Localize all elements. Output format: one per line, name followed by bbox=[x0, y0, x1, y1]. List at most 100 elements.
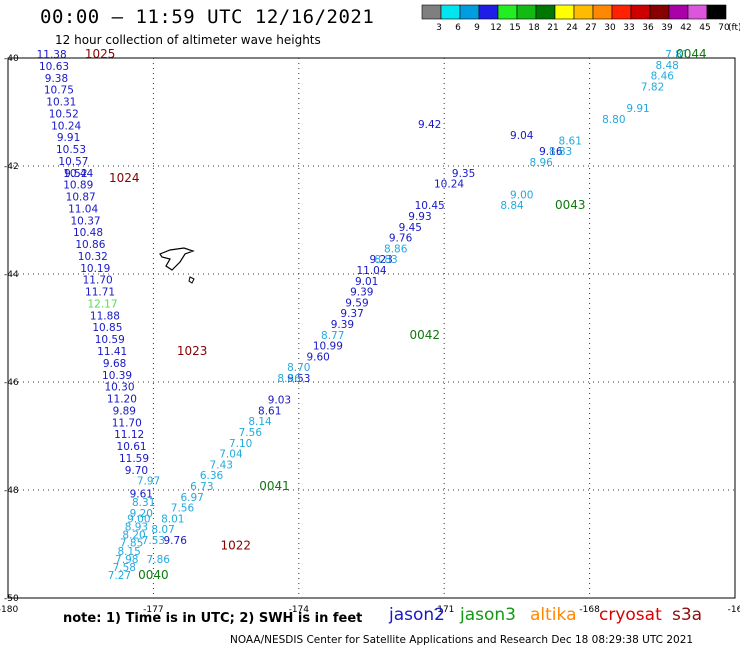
x-tick-label: -16 bbox=[728, 605, 740, 615]
wave-height-label: 8.14 bbox=[248, 416, 272, 428]
coastline-islet bbox=[188, 276, 195, 284]
wave-height-label: 11.04 bbox=[356, 265, 386, 277]
wave-height-label: 11.12 bbox=[114, 429, 144, 441]
wave-height-label: 9.00 bbox=[127, 513, 150, 525]
pressure-time-annotation: 1024 bbox=[109, 171, 140, 185]
y-tick-label: -48 bbox=[4, 486, 19, 496]
credit-line: NOAA/NESDIS Center for Satellite Applica… bbox=[230, 634, 694, 646]
wave-height-label: 8.61 bbox=[258, 405, 281, 417]
wave-height-label: 6.73 bbox=[190, 481, 213, 493]
wave-height-label: 11.20 bbox=[107, 394, 137, 406]
colorbar-tick-label: 9 bbox=[474, 23, 480, 33]
wave-height-label: 7.56 bbox=[171, 503, 195, 515]
colorbar-swatch bbox=[516, 4, 537, 20]
x-tick-label: -171 bbox=[434, 605, 454, 615]
wave-height-label: 10.24 bbox=[434, 179, 464, 191]
colorbar-tick-label: 12 bbox=[490, 23, 501, 33]
wave-height-label: 10.87 bbox=[66, 192, 96, 204]
wave-height-label: 6.97 bbox=[180, 492, 203, 504]
colorbar-tick-label: 27 bbox=[585, 23, 596, 33]
wave-height-label: 11.38 bbox=[37, 49, 67, 61]
wave-height-label: 8.84 bbox=[500, 200, 524, 212]
y-tick-label: -42 bbox=[4, 162, 19, 172]
wave-height-label: 10.39 bbox=[102, 370, 132, 382]
colorbar-tick-label: 30 bbox=[604, 23, 616, 33]
colorbar-swatch bbox=[459, 4, 480, 20]
x-tick-label: -174 bbox=[289, 605, 310, 615]
colorbar-swatch bbox=[440, 4, 461, 20]
wave-height-label: 9.70 bbox=[125, 465, 148, 477]
wave-height-label: 8.86 bbox=[384, 243, 408, 255]
wave-height-label: 7.85 bbox=[120, 538, 143, 550]
wave-height-label: 10.19 bbox=[80, 263, 110, 275]
wave-height-label: 9.39 bbox=[350, 287, 373, 299]
wave-height-label: 8.86 bbox=[277, 373, 301, 385]
wave-height-label: 10.63 bbox=[39, 61, 69, 73]
wave-height-label: 8.20 bbox=[122, 530, 145, 542]
wave-height-label: 6.36 bbox=[200, 470, 224, 482]
wave-height-label: 8.77 bbox=[321, 330, 344, 342]
wave-height-label: 10.45 bbox=[415, 200, 445, 212]
wave-height-label: 8.07 bbox=[151, 524, 174, 536]
colorbar-swatch bbox=[649, 4, 670, 20]
wave-height-label: 10.86 bbox=[75, 239, 105, 251]
y-tick-label: -44 bbox=[4, 270, 19, 280]
wave-height-label: 11.71 bbox=[85, 287, 115, 299]
wave-height-label: 10.57 bbox=[58, 156, 88, 168]
colorbar-swatch bbox=[611, 4, 632, 20]
colorbar-tick-label: 18 bbox=[528, 23, 540, 33]
x-tick-label: -180 bbox=[0, 605, 18, 615]
wave-height-label: 7.27 bbox=[108, 570, 131, 582]
wave-height-label: 9.93 bbox=[408, 211, 431, 223]
wave-height-label: 7.82 bbox=[641, 81, 664, 93]
legend-cryosat: cryosat bbox=[599, 605, 662, 625]
wave-height-label: 10.59 bbox=[95, 334, 125, 346]
wave-height-label: 10.75 bbox=[44, 85, 74, 97]
colorbar-tick-label: 21 bbox=[547, 23, 558, 33]
page-title: 00:00 – 11:59 UTC 12/16/2021 bbox=[40, 6, 375, 28]
wave-height-label: 10.89 bbox=[63, 180, 93, 192]
colorbar-swatch bbox=[592, 4, 613, 20]
wave-height-label: 7.98 bbox=[115, 554, 138, 566]
wave-height-label: 8.46 bbox=[651, 71, 675, 83]
pressure-time-annotation: 0044 bbox=[676, 47, 707, 61]
wave-height-label: 7.81 bbox=[665, 49, 688, 61]
wave-height-label: 7.04 bbox=[219, 449, 243, 461]
wave-height-label: 8.70 bbox=[287, 362, 310, 374]
wave-height-label: 9.35 bbox=[452, 168, 475, 180]
colorbar-tick-label: 70 bbox=[718, 23, 730, 33]
colorbar-tick-label: 45 bbox=[699, 23, 710, 33]
colorbar-tick-label: 15 bbox=[509, 23, 520, 33]
pressure-time-annotation: 0043 bbox=[555, 198, 586, 212]
wave-height-label: 9.42 bbox=[418, 119, 441, 131]
colorbar-swatch bbox=[687, 4, 708, 20]
wave-height-label: 7.58 bbox=[113, 562, 136, 574]
pressure-time-annotation: 0040 bbox=[138, 568, 169, 582]
y-tick-label: -50 bbox=[4, 594, 19, 604]
pressure-time-annotation: 1022 bbox=[221, 538, 252, 552]
wave-height-label: 11.41 bbox=[97, 346, 127, 358]
colorbar-unit: (ft) bbox=[728, 23, 740, 33]
colorbar-tick-label: 3 bbox=[436, 23, 442, 33]
wave-height-label: 10.37 bbox=[71, 215, 101, 227]
colorbar-tick-label: 33 bbox=[623, 23, 634, 33]
wave-height-label: 9.91 bbox=[57, 132, 80, 144]
wave-height-label: 9.68 bbox=[103, 358, 126, 370]
colorbar-tick-label: 36 bbox=[642, 23, 654, 33]
wave-height-label: 9.23 bbox=[369, 254, 392, 266]
wave-height-label: 7.43 bbox=[210, 459, 233, 471]
wave-height-label: 8.96 bbox=[529, 157, 553, 169]
legend-jason2: jason2 bbox=[389, 605, 445, 625]
colorbar-swatch bbox=[668, 4, 689, 20]
colorbar-swatch bbox=[535, 4, 556, 20]
wave-height-label: 10.52 bbox=[49, 108, 79, 120]
x-tick-label: -168 bbox=[579, 605, 600, 615]
coastline-shape bbox=[159, 247, 195, 271]
legend-s3a: s3a bbox=[672, 605, 703, 625]
y-tick-label: -46 bbox=[4, 378, 19, 388]
colorbar-swatch bbox=[478, 4, 499, 20]
wave-height-label: 10.85 bbox=[92, 322, 122, 334]
wave-height-label: 9.39 bbox=[331, 319, 354, 331]
colorbar-tick-label: 39 bbox=[661, 23, 673, 33]
